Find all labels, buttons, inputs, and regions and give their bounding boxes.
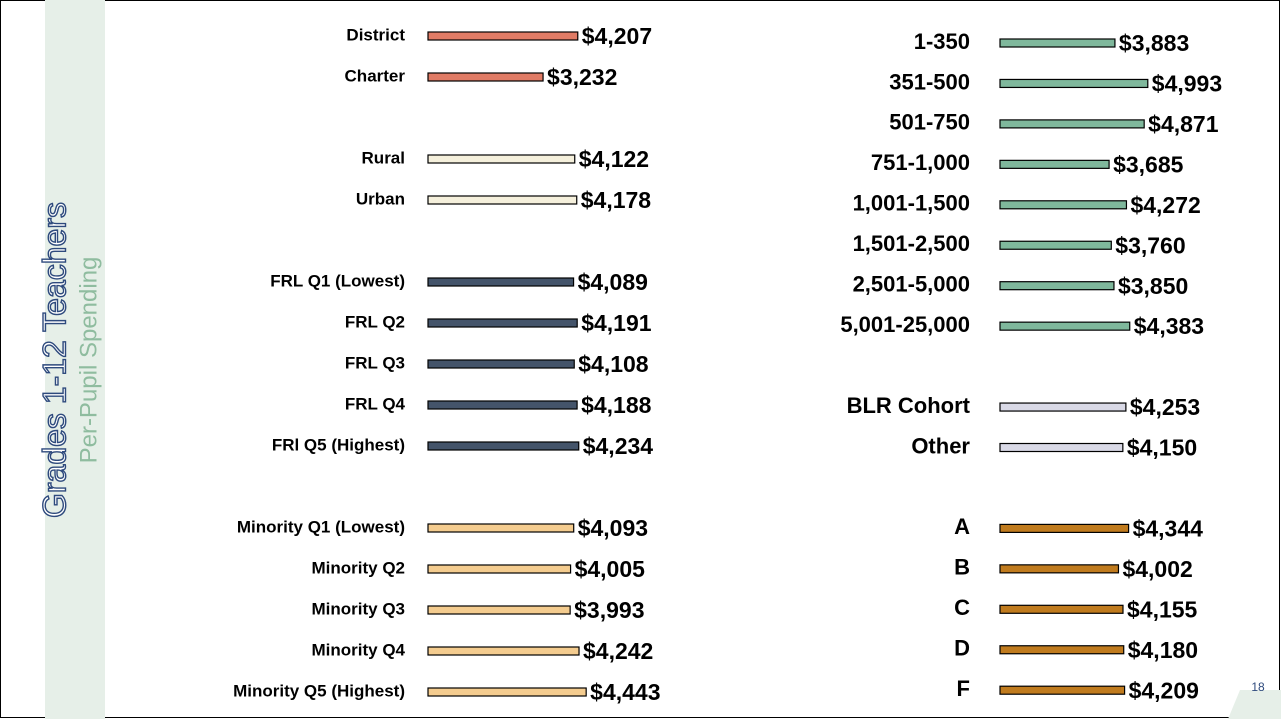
- bar: [999, 159, 1110, 169]
- value-label: $4,443: [590, 679, 660, 705]
- value-label: $3,850: [1118, 273, 1188, 299]
- value-label: $4,002: [1122, 556, 1192, 582]
- bar: [999, 645, 1125, 655]
- value-label: $4,005: [575, 556, 646, 582]
- value-label: $4,089: [578, 269, 648, 295]
- value-label: $4,209: [1129, 677, 1199, 703]
- bar: [999, 281, 1115, 291]
- bar: [427, 400, 578, 410]
- value-label: $4,191: [581, 310, 652, 336]
- value-label: $4,871: [1148, 111, 1219, 137]
- category-label: 751-1,000: [871, 150, 970, 175]
- bar: [427, 605, 571, 615]
- bar: [999, 240, 1112, 250]
- value-label: $4,242: [583, 638, 653, 664]
- category-label: FRL Q1 (Lowest): [270, 271, 405, 290]
- bar: [999, 402, 1127, 412]
- bar: [999, 78, 1149, 89]
- category-label: 1-350: [914, 29, 970, 54]
- value-label: $4,253: [1130, 394, 1200, 420]
- bar: [999, 38, 1116, 48]
- bar: [427, 359, 575, 369]
- category-label: Minority Q5 (Highest): [233, 681, 405, 700]
- value-label: $4,188: [581, 392, 652, 418]
- value-label: $3,760: [1115, 232, 1185, 258]
- bar: [427, 687, 587, 697]
- category-label: F: [957, 676, 970, 701]
- bar: [427, 277, 575, 287]
- category-label: Other: [911, 433, 970, 458]
- value-label: $4,993: [1152, 71, 1222, 97]
- bar: [999, 321, 1131, 331]
- category-label: C: [954, 595, 970, 620]
- bar: [999, 685, 1126, 695]
- bar: [427, 646, 580, 656]
- category-label: Charter: [345, 66, 406, 85]
- value-label: $4,122: [579, 146, 649, 172]
- category-label: FRl Q5 (Highest): [272, 435, 405, 454]
- bar: [427, 195, 578, 205]
- bar: [999, 523, 1130, 534]
- value-label: $4,155: [1127, 596, 1198, 622]
- corner-shape: [1228, 690, 1281, 719]
- value-label: $4,272: [1130, 192, 1200, 218]
- category-label: Minority Q2: [311, 558, 405, 577]
- bar: [999, 604, 1124, 614]
- category-label: D: [954, 636, 970, 661]
- bar: [999, 442, 1124, 453]
- value-label: $3,685: [1113, 151, 1184, 177]
- value-label: $4,180: [1128, 637, 1198, 663]
- category-label: Rural: [362, 148, 405, 167]
- page-number: 18: [1251, 680, 1265, 694]
- category-label: Minority Q4: [311, 640, 405, 659]
- category-label: FRL Q3: [345, 353, 405, 372]
- bar: [427, 523, 575, 533]
- bar: [427, 72, 544, 82]
- category-label: A: [954, 514, 970, 539]
- bar: [427, 154, 576, 164]
- value-label: $4,344: [1133, 515, 1204, 541]
- value-label: $4,234: [583, 433, 654, 459]
- category-label: Urban: [356, 189, 405, 208]
- value-label: $4,108: [578, 351, 649, 377]
- bar: [427, 564, 572, 574]
- bar: [999, 564, 1120, 574]
- side-title: Grades 1-12 Teachers: [36, 202, 72, 518]
- side-panel: [45, 0, 105, 719]
- side-subtitle: Per-Pupil Spending: [75, 257, 102, 464]
- bar: [427, 318, 578, 328]
- value-label: $4,383: [1134, 313, 1204, 339]
- bar: [427, 31, 579, 41]
- value-label: $3,232: [547, 64, 617, 90]
- value-label: $3,883: [1119, 30, 1189, 56]
- category-label: 1,501-2,500: [853, 231, 970, 256]
- category-label: Minority Q3: [311, 599, 405, 618]
- category-label: FRL Q2: [345, 312, 405, 331]
- bar: [427, 441, 580, 451]
- category-label: 2,501-5,000: [853, 272, 970, 297]
- category-label: 1,001-1,500: [853, 191, 970, 216]
- category-label: BLR Cohort: [847, 393, 971, 418]
- value-label: $4,093: [578, 515, 648, 541]
- value-label: $4,178: [581, 187, 652, 213]
- value-label: $4,207: [582, 23, 652, 49]
- category-label: 5,001-25,000: [840, 312, 970, 337]
- category-label: 501-750: [889, 110, 970, 135]
- category-label: 351-500: [889, 69, 970, 94]
- bar: [999, 119, 1145, 129]
- bar: [999, 200, 1128, 210]
- value-label: $3,993: [574, 597, 644, 623]
- value-label: $4,150: [1127, 435, 1197, 461]
- category-label: B: [954, 555, 970, 580]
- category-label: Minority Q1 (Lowest): [237, 517, 405, 536]
- category-label: FRL Q4: [345, 394, 406, 413]
- category-label: District: [346, 25, 405, 44]
